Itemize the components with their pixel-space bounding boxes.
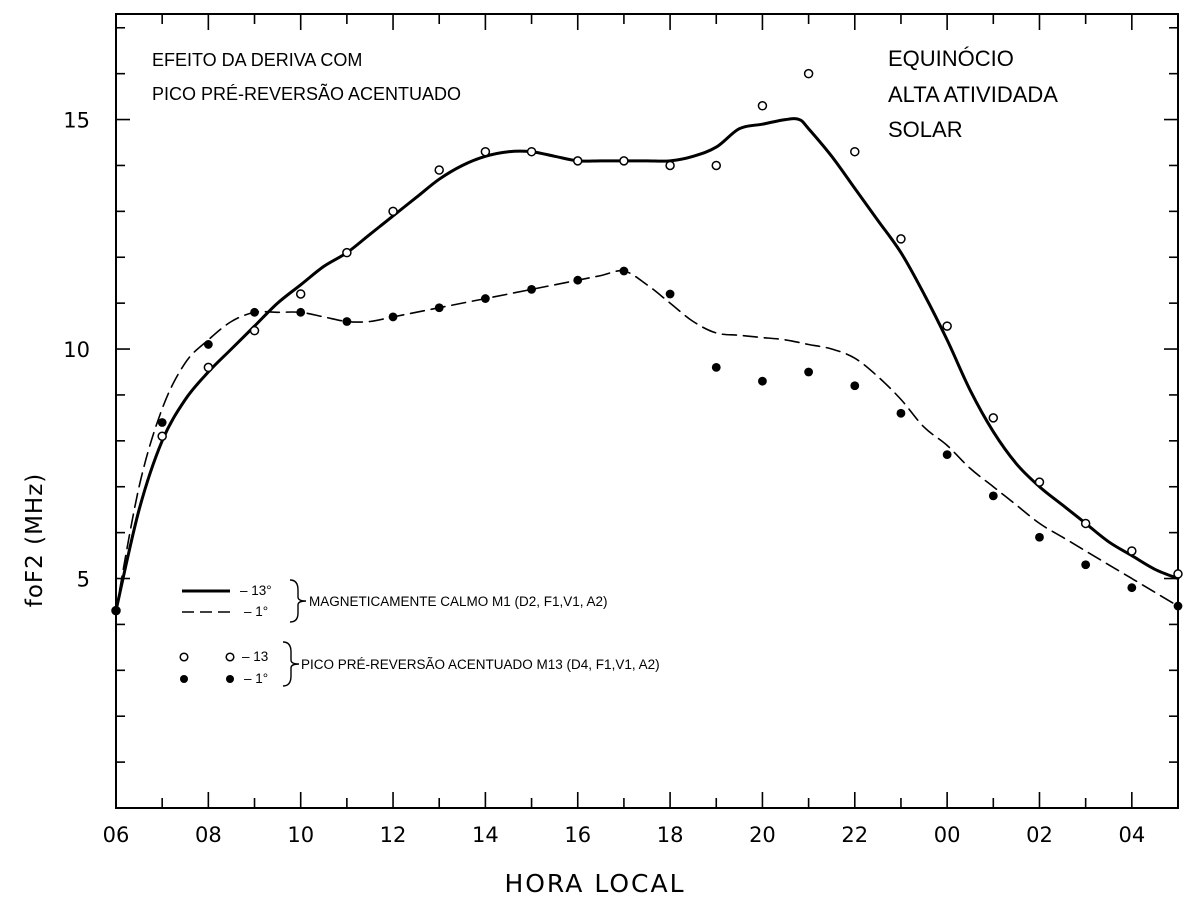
data-point-open — [757, 101, 768, 111]
y-tick-label: 15 — [63, 109, 90, 133]
data-point-open — [850, 146, 860, 157]
data-point-filled — [1127, 583, 1137, 593]
data-point-open — [1034, 477, 1045, 487]
y-tick-label: 5 — [77, 568, 90, 592]
data-point-filled — [896, 408, 906, 418]
x-tick-label: 08 — [195, 823, 222, 847]
series-line-dashed — [115, 269, 1179, 612]
data-point-filled — [111, 606, 121, 616]
x-tick-label: 18 — [657, 823, 684, 847]
data-point-open — [942, 321, 952, 331]
annotation-top-right-line3: SOLAR — [888, 117, 963, 142]
data-point-filled — [157, 418, 167, 427]
x-tick-label: 14 — [472, 823, 499, 847]
data-point-open — [249, 325, 260, 336]
x-tick-label: 04 — [1118, 823, 1145, 847]
data-point-filled — [665, 289, 675, 299]
y-axis-label: foF2 (MHz) — [22, 473, 48, 608]
data-point-open — [526, 146, 537, 157]
x-tick-label: 10 — [287, 823, 314, 847]
data-point-filled — [619, 266, 629, 276]
data-point-filled — [527, 284, 536, 294]
annotation-top-left-line1: EFEITO DA DERIVA COM — [152, 50, 362, 70]
data-point-filled — [573, 275, 583, 285]
annotation-top-right-line1: EQUINÓCIO — [888, 46, 1014, 71]
legend-brace-2 — [282, 641, 300, 687]
x-tick-label: 22 — [841, 823, 868, 847]
data-point-filled — [942, 450, 952, 460]
legend-open-circle-sample-1 — [179, 652, 189, 662]
x-tick-label: 12 — [380, 823, 407, 847]
data-point-open — [572, 156, 583, 166]
legend-filled-circle-text: – 1° — [244, 671, 268, 686]
data-point-open — [619, 156, 629, 166]
data-point-filled — [434, 303, 444, 313]
data-point-open — [711, 160, 722, 171]
x-tick-label: 20 — [749, 823, 776, 847]
x-tick-label: 06 — [103, 823, 130, 847]
x-axis-label: HORA LOCAL — [504, 869, 685, 898]
data-point-open — [665, 160, 675, 171]
legend-open-circle-text: – 13 — [242, 649, 268, 664]
series-lines — [114, 117, 1180, 613]
data-point-filled — [1035, 532, 1044, 542]
data-point-filled — [342, 317, 352, 326]
x-tick-label: 00 — [934, 823, 961, 847]
data-point-filled — [250, 307, 259, 317]
data-point-open — [388, 206, 398, 217]
data-point-open — [480, 146, 491, 157]
plot-border — [115, 13, 1179, 809]
data-point-filled — [296, 307, 306, 317]
data-point-filled — [804, 367, 814, 377]
annotation-top-left-line2: PICO PRÉ-REVERSÃO ACENTUADO — [152, 83, 461, 104]
data-point-open — [203, 362, 214, 373]
data-point-open — [1080, 518, 1091, 529]
series-line-solid — [114, 117, 1180, 613]
data-point-open — [988, 413, 999, 423]
data-point-filled — [480, 294, 490, 303]
data-point-open — [1127, 546, 1137, 556]
data-point-filled — [850, 381, 860, 391]
data-point-filled — [758, 376, 767, 386]
data-point-open — [342, 247, 352, 258]
data-point-filled — [711, 362, 721, 372]
x-tick-label: 02 — [1026, 823, 1053, 847]
legend-dashed-line-text: – 1° — [244, 604, 268, 619]
data-point-open — [295, 289, 306, 299]
x-tick-label: 16 — [564, 823, 591, 847]
data-point-open — [157, 431, 167, 441]
plot-frame — [115, 13, 1179, 809]
data-point-filled — [203, 340, 213, 349]
data-point-filled — [988, 491, 998, 501]
data-point-open — [896, 234, 906, 244]
data-point-open — [1173, 569, 1183, 579]
series-points — [111, 68, 1183, 616]
y-axis-ticks: 5 10 15 — [63, 26, 1178, 763]
data-point-filled — [388, 312, 398, 322]
data-point-open — [434, 165, 444, 175]
legend-group1-label: MAGNETICAMENTE CALMO M1 (D2, F1,V1, A2) — [309, 594, 608, 609]
x-axis-ticks: 06 08 10 12 14 16 18 20 22 00 02 04 — [103, 14, 1179, 847]
data-point-filled — [1081, 560, 1091, 570]
legend: – 13° – 1° MAGNETICAMENTE CALMO M1 (D2, … — [179, 579, 660, 687]
data-point-filled — [1173, 601, 1183, 611]
annotation-top-right-line2: ALTA ATIVIDADA — [888, 82, 1058, 107]
legend-filled-circle-sample-2 — [226, 675, 234, 683]
data-point-open — [803, 68, 814, 79]
legend-open-circle-sample-2 — [225, 652, 235, 662]
legend-brace-1 — [289, 579, 307, 623]
legend-group2-label: PICO PRÉ-REVERSÃO ACENTUADO M13 (D4, F1,… — [301, 657, 660, 672]
legend-solid-line-text: – 13° — [240, 583, 272, 598]
y-tick-label: 10 — [63, 338, 90, 362]
legend-filled-circle-sample-1 — [180, 675, 188, 683]
